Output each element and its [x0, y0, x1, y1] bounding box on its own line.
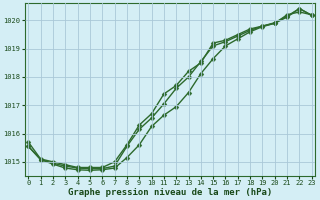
- X-axis label: Graphe pression niveau de la mer (hPa): Graphe pression niveau de la mer (hPa): [68, 188, 272, 197]
